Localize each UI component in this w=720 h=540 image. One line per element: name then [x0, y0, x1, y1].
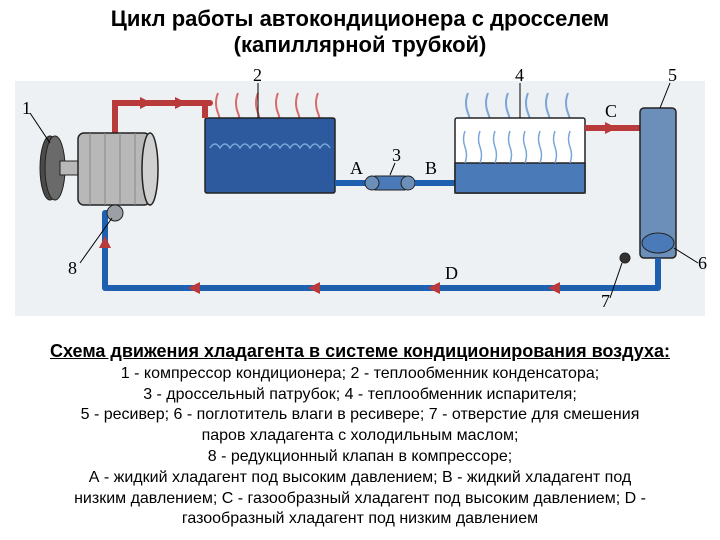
legend-line-7: низким давлением; C - газообразный хлада…	[74, 490, 646, 507]
title-line-1: Цикл работы автокондиционера с дросселем	[111, 6, 609, 31]
legend-line-4: паров хладагента с холодильным маслом;	[202, 427, 519, 444]
legend: 1 - компрессор кондиционера; 2 - теплооб…	[0, 364, 720, 530]
label-4: 4	[515, 65, 524, 86]
label-5: 5	[668, 65, 677, 86]
label-2: 2	[253, 65, 262, 86]
label-3: 3	[392, 145, 401, 166]
throttle	[365, 176, 415, 190]
label-d: D	[445, 263, 458, 284]
legend-line-8: газообразный хладагент под низким давлен…	[182, 510, 538, 527]
title-line-2: (капиллярной трубкой)	[234, 32, 487, 57]
label-c: C	[605, 101, 617, 122]
label-8: 8	[68, 258, 77, 279]
diagram-area: 1 2 3 4 5 6 7 8 A B C D	[0, 63, 720, 333]
label-6: 6	[698, 253, 707, 274]
label-7: 7	[601, 291, 610, 312]
page-title: Цикл работы автокондиционера с дросселем…	[0, 0, 720, 59]
legend-line-2: 3 - дроссельный патрубок; 4 - теплообмен…	[143, 386, 577, 403]
legend-line-6: А - жидкий хладагент под высоким давлени…	[89, 469, 631, 486]
legend-line-3: 5 - ресивер; 6 - поглотитель влаги в рес…	[81, 406, 640, 423]
legend-line-1: 1 - компрессор кондиционера; 2 - теплооб…	[121, 365, 599, 382]
subtitle: Схема движения хладагента в системе конд…	[0, 341, 720, 362]
label-a: A	[350, 158, 363, 179]
label-1: 1	[22, 98, 31, 119]
label-b: B	[425, 158, 437, 179]
legend-line-5: 8 - редукционный клапан в компрессоре;	[208, 448, 513, 465]
